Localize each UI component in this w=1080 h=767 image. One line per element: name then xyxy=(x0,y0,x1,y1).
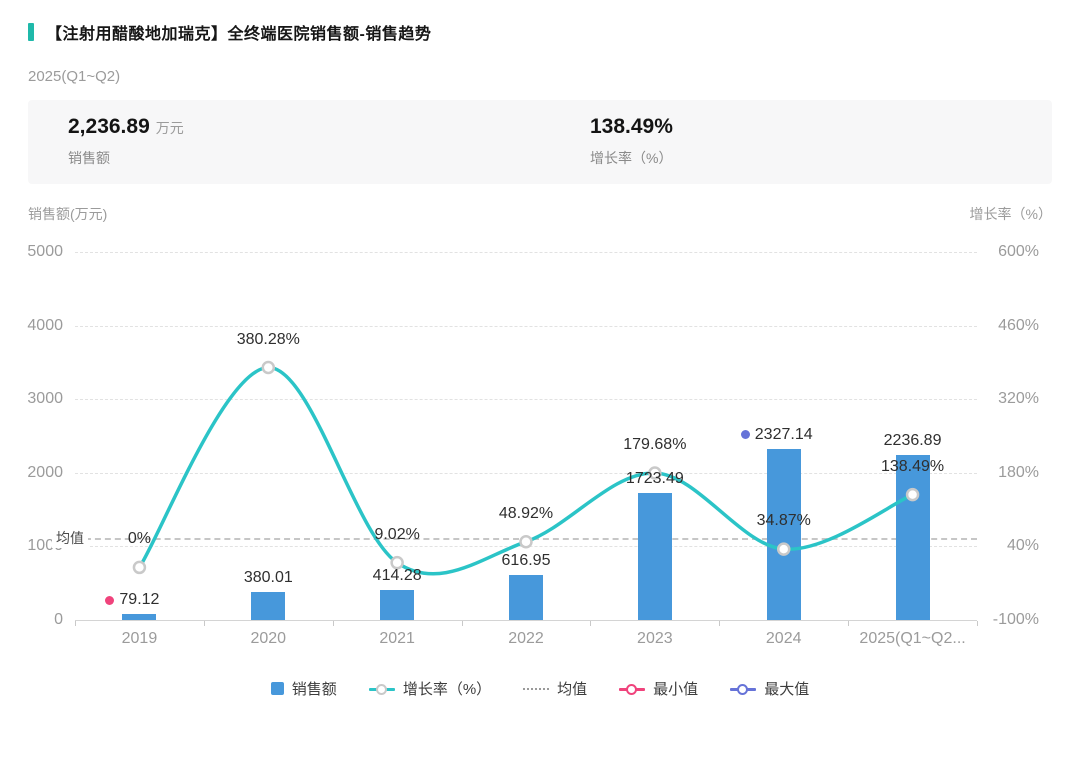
left-axis-tick-label: 2000 xyxy=(27,463,63,481)
bar-2023[interactable] xyxy=(637,493,672,620)
legend-label: 均值 xyxy=(557,681,588,698)
bar-value-label: 616.95 xyxy=(501,551,551,569)
left-axis-tick-label: 0 xyxy=(54,611,63,628)
x-axis-tick xyxy=(461,621,463,626)
legend-line-swatch xyxy=(619,683,646,695)
x-axis-label: 2020 xyxy=(250,630,287,647)
bar-2025(Q1~Q2...[interactable] xyxy=(895,455,930,620)
period-subtitle: 2025(Q1~Q2) xyxy=(28,68,121,85)
page-title: 【注射用醋酸地加瑞克】全终端医院销售额-销售趋势 xyxy=(46,26,432,43)
legend-item-min[interactable]: 最小值 xyxy=(619,678,698,699)
bar-value-label: 1723.49 xyxy=(625,470,684,488)
legend-label: 最小值 xyxy=(653,681,699,698)
bar-value-label: 2327.14 xyxy=(754,425,813,443)
sales-stat-unit: 万元 xyxy=(155,120,184,136)
line-value-label: 48.92% xyxy=(498,504,554,522)
legend-dash-swatch xyxy=(523,687,550,690)
title-accent-bar xyxy=(28,23,34,41)
line-value-label: 9.02% xyxy=(374,525,420,543)
gridline xyxy=(75,325,977,327)
bar-value-label: 79.12 xyxy=(119,591,160,609)
legend-item-sales[interactable]: 销售额 xyxy=(270,678,337,699)
legend-item-mean[interactable]: 均值 xyxy=(523,678,587,699)
line-value-label: 179.68% xyxy=(623,435,687,453)
x-axis-tick xyxy=(203,621,205,626)
legend-bar-swatch xyxy=(270,682,284,695)
x-axis-label: 2025(Q1~Q2... xyxy=(859,630,966,647)
chart-legend: 销售额 增长率（%） 均值 最小值 最大值 xyxy=(0,678,1080,699)
left-axis-tick-label: 3000 xyxy=(27,390,63,408)
x-axis-line xyxy=(75,620,977,621)
left-axis-tick-label: 4000 xyxy=(27,316,63,334)
legend-label: 销售额 xyxy=(291,681,337,698)
x-axis-tick xyxy=(75,621,76,626)
right-axis-tick-label: -100% xyxy=(992,611,1039,628)
max-value-dot xyxy=(740,430,750,440)
right-axis-tick-label: 460% xyxy=(998,316,1039,334)
mean-line xyxy=(75,538,977,541)
x-axis-tick xyxy=(719,621,721,626)
line-point-2019[interactable] xyxy=(132,560,147,575)
sales-stat: 2,236.89 万元 销售额 xyxy=(68,115,184,168)
gridline xyxy=(75,472,977,474)
line-value-label: 138.49% xyxy=(880,457,945,475)
gridline xyxy=(75,546,977,548)
growth-stat-value: 138.49% xyxy=(590,115,673,138)
line-value-label: 34.87% xyxy=(756,512,811,530)
x-axis-label: 2021 xyxy=(379,630,415,647)
legend-item-max[interactable]: 最大值 xyxy=(730,678,809,699)
right-axis-tick-label: 180% xyxy=(998,463,1039,481)
bar-2019[interactable] xyxy=(122,614,157,620)
legend-label: 最大值 xyxy=(764,681,810,698)
bar-2022[interactable] xyxy=(509,574,543,620)
bar-2024[interactable] xyxy=(766,448,801,620)
right-axis-tick-label: 320% xyxy=(998,390,1039,408)
sales-stat-value: 2,236.89 xyxy=(68,115,150,138)
summary-card: 2,236.89 万元 销售额 138.49% 增长率（%） xyxy=(28,100,1052,184)
x-axis-label: 2024 xyxy=(765,630,802,647)
x-axis-label: 2023 xyxy=(637,630,673,647)
x-axis-tick xyxy=(848,621,850,626)
chart-header: 【注射用醋酸地加瑞克】全终端医院销售额-销售趋势 xyxy=(28,20,431,44)
bar-value-label: 2236.89 xyxy=(883,432,942,450)
legend-item-growth[interactable]: 增长率（%） xyxy=(368,678,492,699)
right-axis-tick-label: 600% xyxy=(998,243,1039,260)
gridline xyxy=(75,252,977,253)
left-axis-title: 销售额(万元) xyxy=(28,206,108,222)
growth-stat: 138.49% 增长率（%） xyxy=(590,115,673,168)
x-axis-label: 2022 xyxy=(508,630,544,647)
line-value-label: 380.28% xyxy=(236,330,300,348)
bar-2021[interactable] xyxy=(380,589,415,620)
legend-label: 增长率（%） xyxy=(402,681,492,698)
x-axis-tick xyxy=(977,621,978,626)
left-axis-tick-label: 5000 xyxy=(27,243,63,260)
min-value-dot xyxy=(105,595,115,605)
bar-value-label: 414.28 xyxy=(372,566,422,584)
bar-value-label: 380.01 xyxy=(243,569,293,587)
right-axis-tick-label: 40% xyxy=(1006,537,1039,555)
x-axis-label: 2019 xyxy=(121,630,158,647)
legend-line-swatch xyxy=(730,683,757,695)
legend-line-swatch xyxy=(368,683,395,695)
line-value-label: 0% xyxy=(127,530,151,548)
mean-label: 均值 xyxy=(52,528,88,549)
right-axis-title: 增长率（%） xyxy=(969,206,1052,222)
growth-stat-label: 增长率（%） xyxy=(590,150,673,166)
bar-2020[interactable] xyxy=(251,592,286,620)
line-point-2020[interactable] xyxy=(261,360,276,375)
sales-stat-label: 销售额 xyxy=(68,150,110,166)
x-axis-tick xyxy=(332,621,334,626)
x-axis-tick xyxy=(590,621,592,626)
gridline xyxy=(75,399,977,401)
